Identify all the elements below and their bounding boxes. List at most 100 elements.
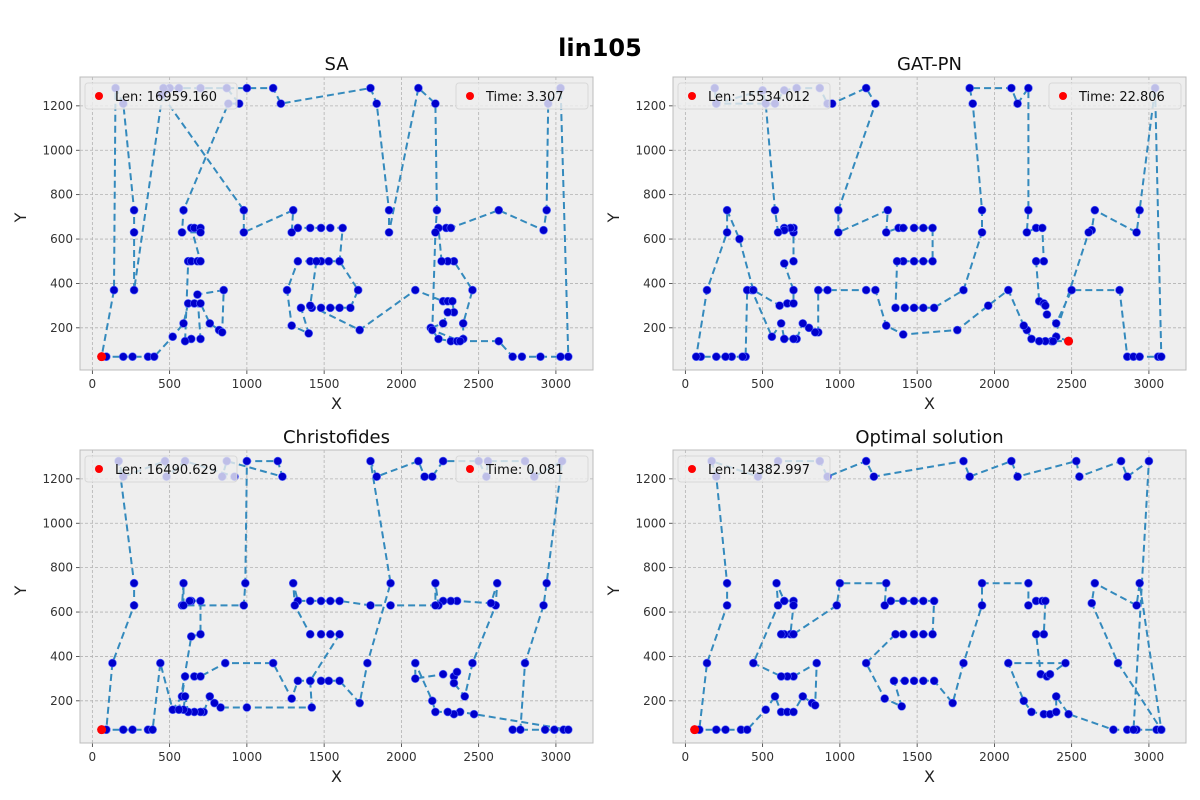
city-point	[460, 692, 470, 701]
plot-area	[80, 450, 593, 743]
city-point	[180, 336, 190, 346]
city-point	[542, 205, 551, 215]
city-point	[128, 352, 137, 361]
city-point	[118, 725, 128, 734]
city-point	[959, 456, 968, 466]
city-point	[919, 676, 928, 686]
city-point	[789, 629, 798, 639]
city-point	[239, 601, 249, 610]
city-point	[326, 629, 335, 639]
y-tick-label: 1000	[635, 516, 666, 530]
city-point	[810, 700, 820, 710]
city-point	[414, 83, 423, 93]
city-point	[1024, 83, 1033, 93]
city-point	[205, 319, 215, 328]
x-tick-label: 2000	[979, 750, 1010, 764]
city-point	[1019, 696, 1029, 706]
city-point	[210, 698, 219, 708]
city-point	[1129, 725, 1138, 734]
axes-frame	[672, 449, 1187, 744]
city-point	[1116, 456, 1126, 466]
city-point	[1004, 658, 1013, 668]
y-tick-label: 1000	[42, 516, 73, 530]
city-point	[366, 83, 375, 93]
legend-label: Len: 16959.160	[115, 90, 217, 105]
city-point	[287, 321, 296, 330]
city-point	[776, 672, 786, 681]
city-point	[179, 205, 188, 215]
city-point	[1004, 285, 1013, 295]
city-point	[179, 319, 188, 328]
city-point	[540, 725, 550, 734]
city-point	[835, 578, 845, 588]
city-point	[242, 703, 252, 712]
city-point	[1037, 223, 1047, 233]
city-point	[767, 332, 777, 342]
x-axis-label: X	[331, 767, 342, 786]
city-point	[770, 205, 780, 215]
city-point	[129, 578, 139, 588]
start-point	[97, 725, 107, 735]
y-tick-label: 1200	[42, 99, 73, 113]
city-point	[217, 327, 227, 337]
city-point	[773, 601, 783, 610]
city-point	[881, 578, 891, 588]
city-point	[179, 578, 188, 588]
city-point	[812, 658, 822, 668]
city-point	[307, 703, 317, 712]
city-point	[1031, 629, 1041, 639]
city-point	[432, 205, 442, 215]
city-point	[1051, 319, 1061, 328]
city-point	[196, 299, 205, 308]
city-point	[305, 676, 315, 686]
city-point	[355, 698, 364, 708]
city-point	[834, 205, 843, 215]
legend-marker	[466, 465, 474, 473]
city-point	[813, 285, 823, 295]
city-point	[1034, 336, 1044, 346]
city-point	[1048, 336, 1058, 346]
city-point	[953, 325, 962, 335]
city-point	[1031, 256, 1041, 266]
x-tick-label: 0	[89, 377, 97, 391]
city-point	[293, 676, 303, 686]
city-point	[1109, 725, 1118, 734]
city-point	[288, 205, 298, 215]
legend-label: Time: 22.806	[1078, 90, 1165, 105]
city-point	[268, 658, 278, 668]
city-point	[149, 352, 159, 361]
city-point	[761, 705, 771, 715]
city-point	[776, 629, 786, 639]
city-point	[268, 83, 278, 93]
city-point	[1113, 658, 1123, 668]
city-point	[449, 678, 459, 688]
x-tick-label: 1500	[902, 377, 933, 391]
x-tick-label: 1500	[309, 750, 340, 764]
y-tick-label: 1200	[635, 99, 666, 113]
x-tick-label: 500	[158, 377, 181, 391]
city-point	[180, 692, 190, 701]
city-point	[431, 707, 440, 717]
city-point	[702, 658, 712, 668]
city-point	[773, 228, 783, 237]
y-tick-label: 200	[50, 694, 73, 708]
city-point	[1027, 334, 1036, 344]
city-point	[1071, 456, 1081, 466]
city-point	[965, 472, 974, 481]
y-tick-label: 200	[50, 321, 73, 335]
city-point	[711, 352, 721, 361]
start-point	[1064, 336, 1074, 346]
city-point	[919, 256, 928, 266]
city-point	[386, 578, 395, 588]
city-point	[735, 234, 744, 244]
city-point	[1122, 472, 1132, 481]
city-point	[239, 228, 249, 237]
city-point	[384, 228, 394, 237]
city-point	[219, 285, 229, 295]
x-tick-label: 3000	[541, 750, 572, 764]
city-point	[536, 352, 545, 361]
city-point	[179, 601, 188, 610]
city-point	[437, 256, 446, 266]
x-tick-label: 2000	[386, 750, 417, 764]
city-point	[241, 578, 250, 588]
